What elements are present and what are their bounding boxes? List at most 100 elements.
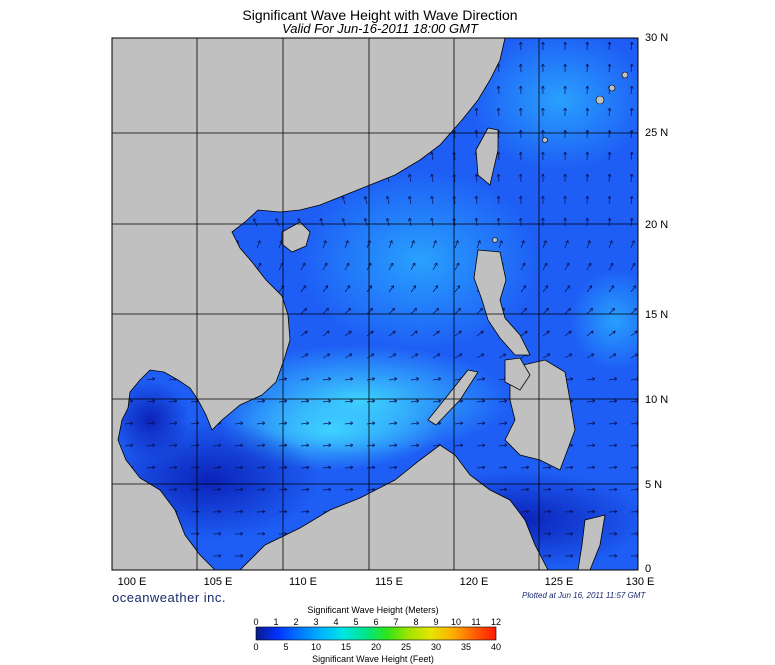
lon-label: 130 E — [625, 576, 655, 588]
wave-arrow — [498, 399, 508, 403]
wave-arrow — [541, 41, 545, 51]
legend — [255, 626, 497, 641]
wave-arrow — [520, 262, 526, 271]
wave-arrow — [542, 465, 552, 470]
lon-label: 110 E — [289, 576, 317, 588]
wave-arrow — [586, 399, 596, 403]
wave-arrow — [608, 421, 618, 426]
wave-arrow — [496, 217, 501, 227]
wave-arrow — [388, 330, 396, 337]
wave-arrow — [608, 240, 613, 249]
wave-arrow — [607, 41, 612, 51]
wave-arrow — [586, 509, 596, 514]
wave-arrow — [542, 554, 552, 558]
wave-arrow — [168, 465, 178, 470]
lat-label: 5 N — [645, 479, 663, 491]
wave-arrow — [630, 330, 638, 337]
wave-arrow — [366, 421, 376, 426]
wave-arrow — [410, 421, 420, 426]
wave-arrow — [410, 443, 420, 448]
wave-arrow — [520, 285, 527, 293]
wave-arrow — [432, 377, 442, 381]
wave-arrow — [586, 443, 596, 448]
lon-label: 125 E — [544, 576, 574, 588]
legend-feet-tick: 35 — [460, 642, 471, 652]
wave-arrow — [563, 107, 567, 117]
wave-arrow — [541, 107, 545, 117]
wave-arrow — [629, 173, 634, 183]
wave-arrow — [344, 262, 350, 271]
wave-arrow — [542, 353, 551, 359]
map-subtitle: Valid For Jun-16-2011 18:00 GMT — [282, 21, 478, 36]
wave-arrow — [474, 107, 479, 117]
wave-arrow — [498, 465, 508, 470]
wave-arrow — [474, 173, 479, 183]
wave-arrow — [564, 307, 571, 315]
wave-arrow — [256, 465, 266, 470]
wave-arrow — [541, 173, 545, 183]
wave-arrow — [476, 399, 486, 403]
wave-arrow — [300, 421, 310, 426]
wave-arrow — [388, 465, 398, 470]
wave-arrow — [608, 554, 618, 558]
wave-arrow — [496, 195, 501, 205]
legend-feet-tick: 15 — [340, 642, 351, 652]
wave-arrow — [585, 107, 590, 117]
wave-arrow — [432, 353, 441, 359]
wave-arrow — [564, 465, 574, 470]
wave-arrow — [388, 421, 398, 426]
wave-arrow — [542, 330, 550, 337]
map-area — [112, 38, 638, 570]
wave-arrow — [344, 377, 354, 381]
wave-arrow — [341, 218, 346, 227]
wave-arrow — [430, 217, 434, 227]
wave-arrow — [363, 218, 368, 227]
lat-label: 20 N — [645, 219, 669, 231]
land-palawan — [427, 369, 479, 426]
wave-arrow — [474, 217, 479, 227]
wave-arrow — [344, 307, 351, 315]
wave-arrow — [234, 465, 244, 470]
wave-arrow — [608, 330, 616, 337]
wave-arrow — [322, 285, 329, 293]
wave-arrow — [300, 399, 310, 403]
wave-arrow — [474, 195, 479, 205]
wave-arrow — [366, 465, 376, 470]
wave-arrow — [563, 217, 567, 227]
lat-label: 30 N — [645, 32, 669, 44]
wave-mid-zone — [300, 170, 540, 350]
wave-arrow — [608, 307, 615, 315]
wave-arrow — [300, 377, 310, 381]
wave-arrow — [629, 151, 634, 161]
wave-arrow — [563, 173, 567, 183]
wave-arrow — [322, 377, 332, 381]
wave-arrow — [586, 307, 593, 315]
wave-arrow — [300, 307, 307, 315]
wave-arrow — [322, 443, 332, 448]
wave-arrow — [388, 307, 395, 315]
wave-arrow — [518, 173, 523, 183]
wave-arrow — [518, 151, 523, 161]
wave-arrow — [322, 330, 330, 337]
wave-arrow — [518, 107, 523, 117]
wave-arrow — [541, 151, 545, 161]
legend-meter-tick: 12 — [490, 617, 501, 627]
wave-arrow — [586, 240, 591, 249]
wave-arrow — [344, 285, 351, 293]
wave-arrow — [212, 509, 222, 514]
island — [608, 84, 616, 92]
wave-arrow — [476, 377, 486, 381]
wave-arrow — [300, 509, 310, 514]
wave-arrow — [124, 421, 134, 426]
wave-arrow — [586, 262, 592, 271]
wave-arrow — [518, 85, 523, 95]
wave-arrow — [608, 262, 614, 271]
wave-arrow — [454, 307, 461, 315]
wave-arrow — [344, 353, 353, 359]
wave-mid-zone — [470, 38, 638, 170]
wave-arrow — [344, 421, 354, 426]
wave-arrow — [322, 399, 332, 403]
wave-arrow — [408, 217, 412, 227]
wave-arrow — [563, 129, 567, 139]
wave-arrow — [476, 240, 481, 249]
